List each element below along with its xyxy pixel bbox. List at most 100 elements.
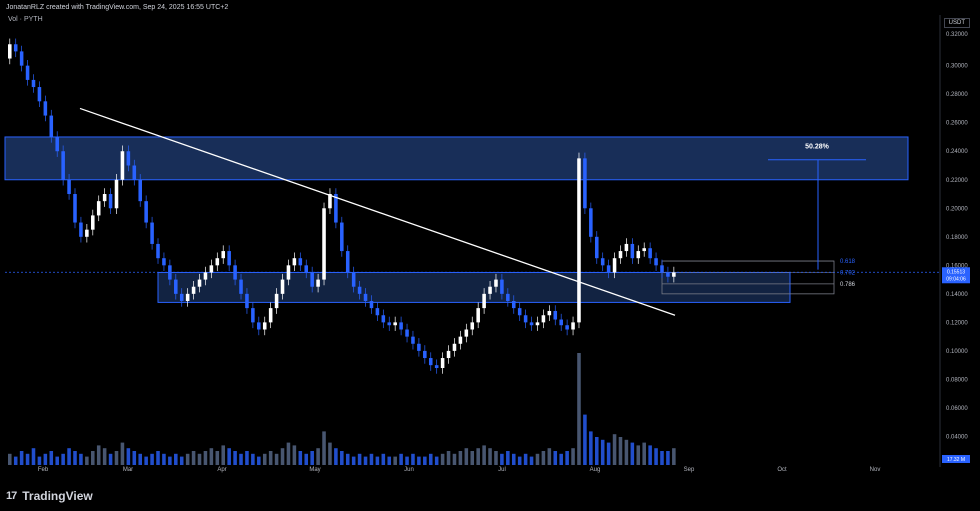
volume-bar	[85, 456, 89, 465]
candle-body	[594, 236, 599, 259]
y-tick-label: 0.10000	[946, 349, 968, 355]
y-tick-label: 0.28000	[946, 92, 968, 98]
candle-body	[179, 293, 184, 301]
candle-body	[73, 194, 77, 223]
candle-body	[559, 319, 563, 326]
symbol-label: Vol · PYTH	[8, 16, 43, 23]
candle-body	[666, 272, 670, 277]
x-tick-label: Jul	[498, 467, 506, 473]
volume-bar	[144, 456, 148, 465]
volume-bar	[417, 456, 421, 465]
candle-body	[268, 308, 273, 323]
currency-button[interactable]: USDT	[943, 18, 970, 28]
candle-body	[126, 151, 131, 166]
candle-body	[345, 251, 350, 273]
candle-body	[660, 265, 664, 273]
candle-body	[642, 248, 646, 252]
volume-bar	[257, 456, 261, 465]
candle-body	[49, 115, 54, 137]
volume-bar	[500, 453, 504, 465]
candle-body	[310, 272, 314, 287]
candle-body	[55, 136, 59, 152]
volume-bar	[363, 456, 368, 465]
candle-body	[185, 293, 190, 301]
volume-bar	[559, 453, 563, 465]
volume-bar	[132, 451, 137, 465]
chart-header: JonatanRLZ created with TradingView.com,…	[6, 4, 229, 11]
volume-bar	[464, 448, 469, 465]
candle-body	[174, 279, 178, 294]
candle-body	[239, 279, 243, 294]
volume-bar	[262, 453, 267, 465]
candle-body	[606, 265, 611, 273]
candle-body	[334, 194, 338, 223]
candle-body	[387, 322, 392, 326]
volume-bar	[227, 448, 231, 465]
x-tick-label: Apr	[217, 467, 226, 473]
volume-bar	[185, 453, 190, 465]
supply-zone	[4, 136, 909, 181]
candle-body	[589, 208, 593, 237]
volume-bar	[239, 453, 243, 465]
candle-body	[108, 194, 113, 209]
volume-bar	[357, 453, 362, 465]
x-tick-label: Nov	[870, 467, 881, 473]
volume-bar	[245, 451, 249, 465]
candle-body	[393, 322, 397, 326]
candle-body	[571, 322, 575, 330]
volume-bar	[37, 456, 42, 465]
volume-bar	[304, 453, 309, 465]
volume-bar	[488, 448, 492, 465]
candle-body	[37, 87, 42, 102]
volume-bar	[31, 448, 36, 465]
y-tick-label: 0.32000	[946, 32, 968, 38]
candle-body	[67, 179, 71, 195]
candle-body	[506, 293, 510, 301]
candle-body	[144, 201, 148, 223]
volume-bar	[179, 456, 184, 465]
y-tick-label: 0.06000	[946, 406, 968, 412]
volume-bar	[49, 451, 54, 465]
candle-body	[523, 315, 528, 323]
x-tick-label: Mar	[123, 467, 133, 473]
volume-bar	[648, 445, 652, 465]
candle-body	[547, 310, 552, 316]
candle-body	[286, 265, 291, 280]
candle-body	[191, 286, 196, 294]
volume-bar	[209, 448, 214, 465]
candle-body	[476, 308, 480, 323]
candle-body	[96, 201, 101, 216]
candle-body	[428, 358, 433, 366]
candle-body	[162, 258, 166, 266]
volume-bar	[13, 456, 18, 465]
candle-body	[292, 258, 297, 266]
volume-bar	[624, 439, 629, 465]
candle-body	[120, 151, 125, 180]
demand-zone	[157, 271, 791, 303]
candle-body	[221, 251, 226, 259]
volume-bar	[340, 451, 344, 465]
candle-body	[517, 308, 522, 316]
candle-body	[618, 251, 623, 259]
candle-body	[577, 158, 581, 323]
candle-body	[440, 358, 445, 369]
volume-bar	[423, 456, 427, 465]
candle-body	[411, 336, 415, 344]
candle-body	[357, 286, 362, 294]
volume-bar	[594, 437, 599, 465]
volume-bar	[233, 451, 237, 465]
volume-bar	[654, 448, 658, 465]
candle-body	[375, 308, 380, 316]
volume-bar	[215, 451, 220, 465]
volume-bar	[375, 456, 380, 465]
countdown-label: 09:04:06	[946, 276, 966, 282]
volume-bar	[672, 448, 676, 465]
volume-bar	[351, 456, 356, 465]
y-tick-label: 0.24000	[946, 149, 968, 155]
fib-label: 0.786	[840, 282, 856, 288]
volume-bar	[197, 453, 202, 465]
last-price-label: 0.15513	[947, 269, 965, 275]
y-tick-label: 0.04000	[946, 434, 968, 440]
volume-bar	[583, 414, 587, 465]
